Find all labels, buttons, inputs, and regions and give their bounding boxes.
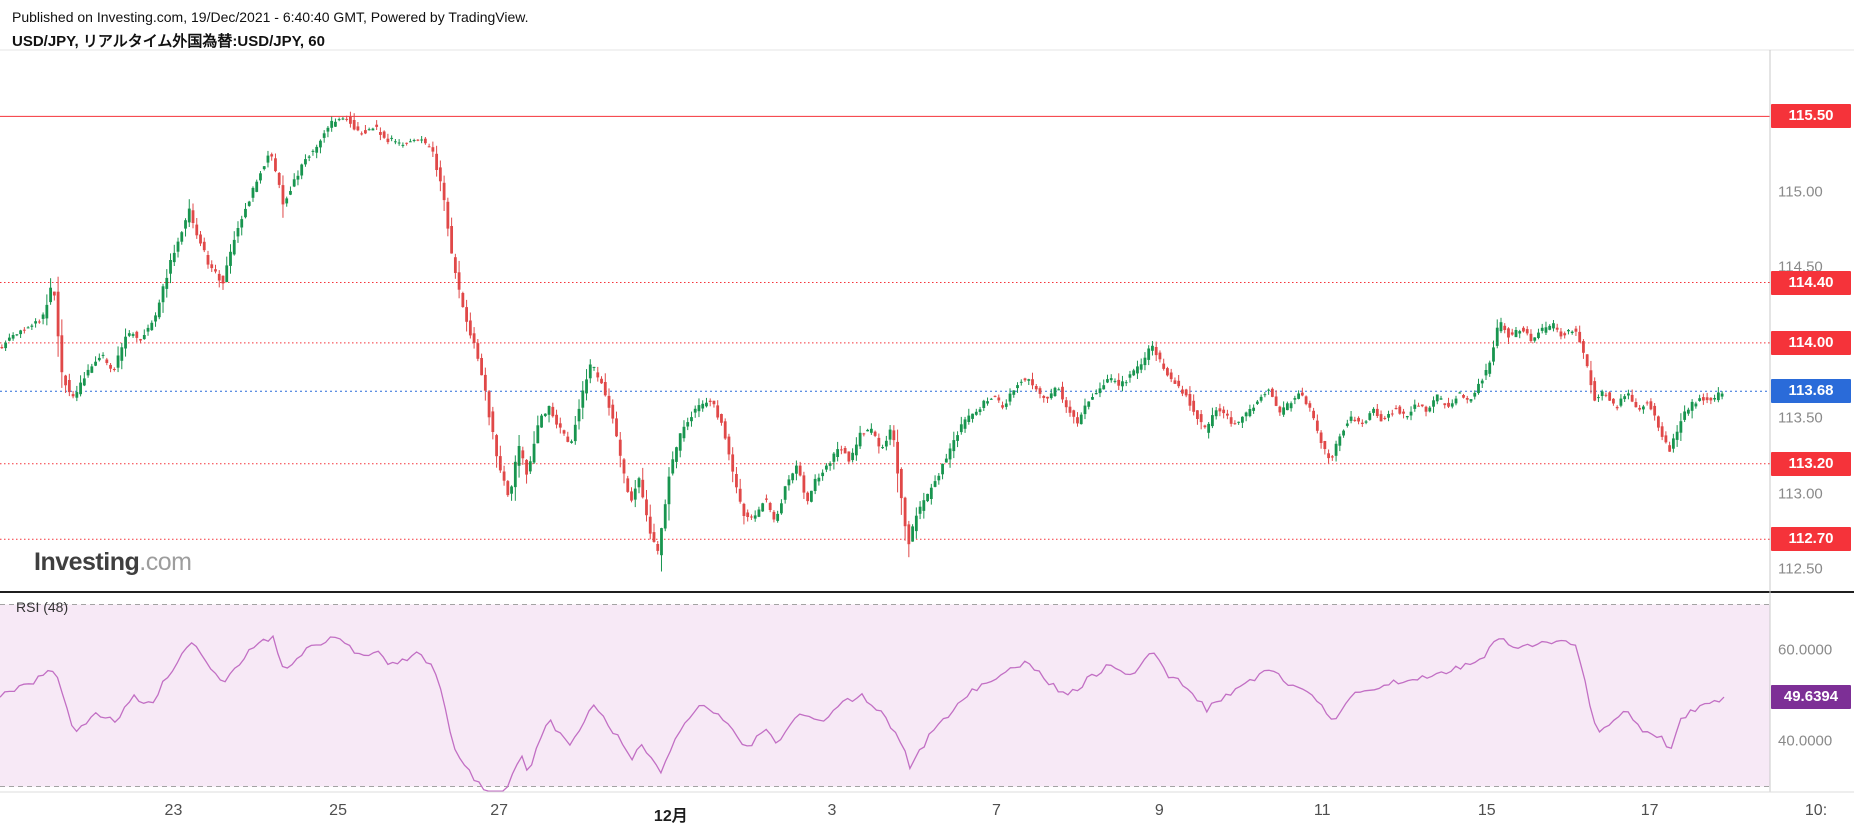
- time-axis[interactable]: [0, 792, 1770, 828]
- logo-text: Investing: [34, 548, 140, 576]
- rsi-line: [0, 634, 1725, 792]
- symbol-title: USD/JPY, リアルタイム外国為替:USD/JPY, 60: [12, 33, 325, 50]
- rsi-indicator-label: RSI (48): [16, 599, 69, 615]
- publish-info: Published on Investing.com, 19/Dec/2021 …: [12, 9, 529, 25]
- price-axis[interactable]: [1770, 50, 1854, 792]
- investing-logo: Investing.com: [34, 548, 192, 577]
- logo-suffix: .com: [139, 548, 192, 576]
- candles: [0, 111, 1724, 572]
